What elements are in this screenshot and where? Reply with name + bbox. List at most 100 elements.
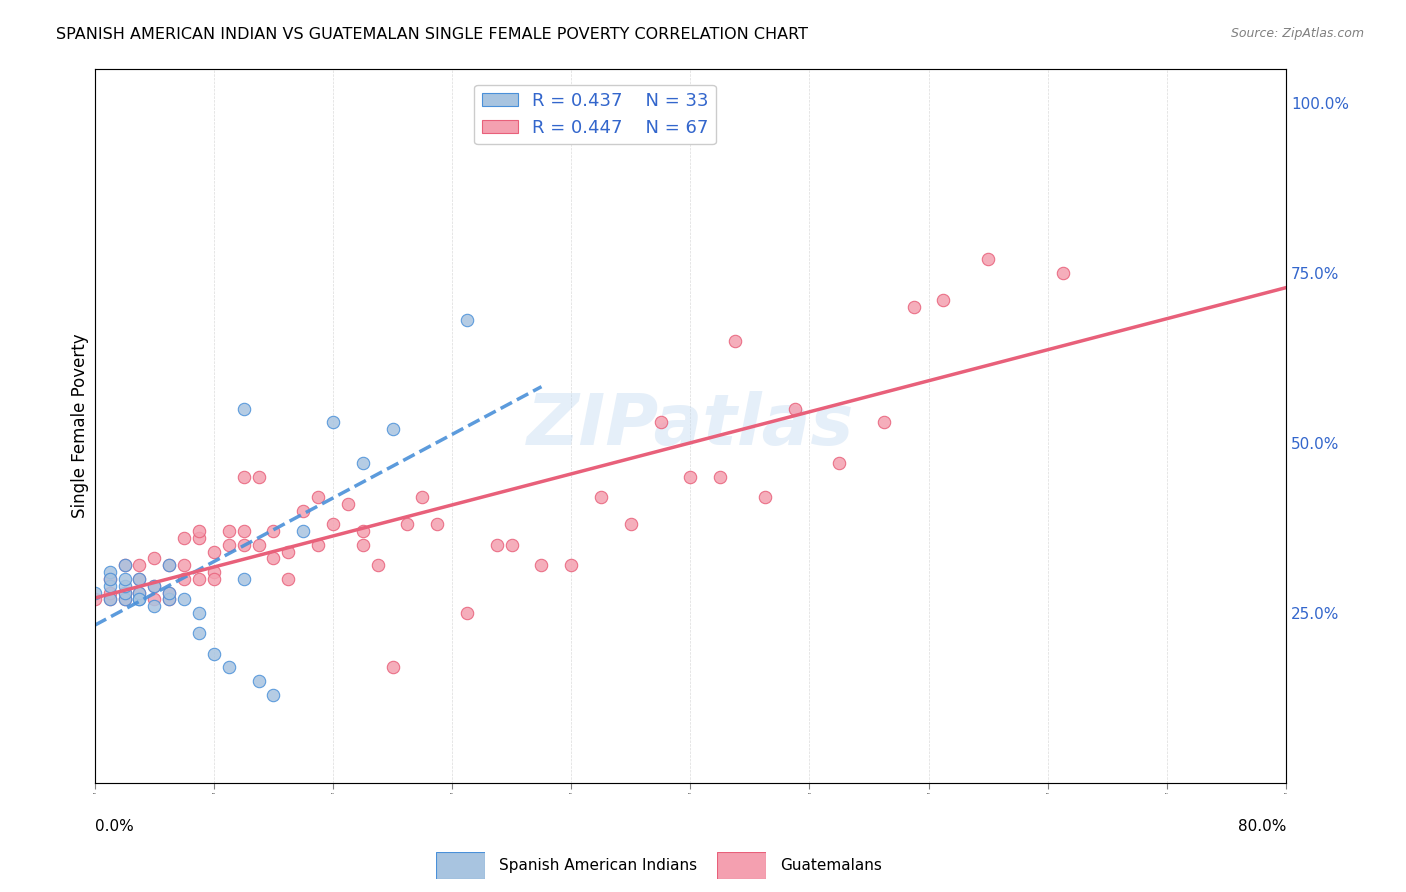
Point bbox=[263, 688, 285, 702]
Point bbox=[232, 470, 254, 484]
Point bbox=[98, 565, 121, 579]
Text: ZIPatlas: ZIPatlas bbox=[527, 392, 853, 460]
Point bbox=[932, 293, 955, 307]
Point bbox=[157, 585, 180, 599]
Point bbox=[277, 544, 299, 558]
Point bbox=[650, 416, 672, 430]
Point bbox=[173, 558, 195, 573]
Point bbox=[828, 456, 851, 470]
Point bbox=[783, 401, 806, 416]
Point bbox=[114, 585, 136, 599]
Point bbox=[143, 599, 166, 614]
Point bbox=[336, 497, 359, 511]
Point bbox=[426, 517, 449, 532]
Point bbox=[188, 531, 211, 545]
Point bbox=[202, 544, 225, 558]
Point bbox=[456, 313, 478, 327]
Point bbox=[307, 490, 329, 504]
Point bbox=[128, 592, 150, 607]
Point bbox=[157, 592, 180, 607]
Point bbox=[98, 592, 121, 607]
Point bbox=[128, 558, 150, 573]
Text: Spanish American Indians: Spanish American Indians bbox=[499, 858, 697, 872]
Y-axis label: Single Female Poverty: Single Female Poverty bbox=[72, 334, 89, 518]
Point bbox=[114, 592, 136, 607]
Point bbox=[114, 579, 136, 593]
Point bbox=[98, 592, 121, 607]
Text: Guatemalans: Guatemalans bbox=[780, 858, 882, 872]
Point bbox=[247, 673, 270, 688]
Point bbox=[307, 538, 329, 552]
Point bbox=[292, 504, 315, 518]
Point bbox=[143, 592, 166, 607]
Point bbox=[589, 490, 612, 504]
Point bbox=[709, 470, 731, 484]
Point bbox=[143, 551, 166, 566]
Point bbox=[352, 538, 374, 552]
Point bbox=[263, 524, 285, 539]
Point bbox=[98, 579, 121, 593]
Point bbox=[218, 524, 240, 539]
Legend: R = 0.437    N = 33, R = 0.447    N = 67: R = 0.437 N = 33, R = 0.447 N = 67 bbox=[474, 85, 716, 145]
Point bbox=[724, 334, 747, 348]
Point bbox=[232, 524, 254, 539]
Point bbox=[114, 585, 136, 599]
Point bbox=[560, 558, 582, 573]
Point bbox=[367, 558, 389, 573]
Point bbox=[157, 558, 180, 573]
Point bbox=[322, 416, 344, 430]
Point bbox=[396, 517, 419, 532]
Point bbox=[620, 517, 643, 532]
Point bbox=[83, 585, 105, 599]
Point bbox=[232, 401, 254, 416]
Point bbox=[292, 524, 315, 539]
Point bbox=[381, 660, 404, 674]
Point bbox=[679, 470, 702, 484]
Point bbox=[247, 538, 270, 552]
Point bbox=[188, 606, 211, 620]
Text: SPANISH AMERICAN INDIAN VS GUATEMALAN SINGLE FEMALE POVERTY CORRELATION CHART: SPANISH AMERICAN INDIAN VS GUATEMALAN SI… bbox=[56, 27, 808, 42]
Text: Source: ZipAtlas.com: Source: ZipAtlas.com bbox=[1230, 27, 1364, 40]
Point bbox=[128, 572, 150, 586]
Point bbox=[456, 606, 478, 620]
Text: 80.0%: 80.0% bbox=[1237, 819, 1286, 834]
Point bbox=[173, 592, 195, 607]
Point bbox=[352, 524, 374, 539]
Point bbox=[128, 592, 150, 607]
Point bbox=[501, 538, 523, 552]
Point bbox=[128, 585, 150, 599]
Point bbox=[114, 592, 136, 607]
Point bbox=[485, 538, 508, 552]
Point bbox=[143, 579, 166, 593]
Point bbox=[218, 538, 240, 552]
Point bbox=[873, 416, 896, 430]
Point bbox=[322, 517, 344, 532]
Text: 0.0%: 0.0% bbox=[94, 819, 134, 834]
Point bbox=[128, 585, 150, 599]
Point bbox=[157, 558, 180, 573]
Point bbox=[188, 626, 211, 640]
Point bbox=[232, 572, 254, 586]
Point bbox=[530, 558, 553, 573]
Point bbox=[754, 490, 776, 504]
Point bbox=[114, 572, 136, 586]
Point bbox=[173, 572, 195, 586]
Point bbox=[411, 490, 433, 504]
Point bbox=[157, 585, 180, 599]
Point bbox=[143, 579, 166, 593]
Point bbox=[98, 572, 121, 586]
Point bbox=[232, 538, 254, 552]
Point bbox=[202, 565, 225, 579]
Point bbox=[218, 660, 240, 674]
Point bbox=[98, 572, 121, 586]
Point bbox=[903, 300, 925, 314]
Point bbox=[202, 647, 225, 661]
Point bbox=[977, 252, 1000, 266]
Point bbox=[188, 572, 211, 586]
Point bbox=[83, 592, 105, 607]
Point bbox=[263, 551, 285, 566]
Point bbox=[98, 585, 121, 599]
Point bbox=[114, 558, 136, 573]
Point bbox=[247, 470, 270, 484]
Point bbox=[114, 558, 136, 573]
